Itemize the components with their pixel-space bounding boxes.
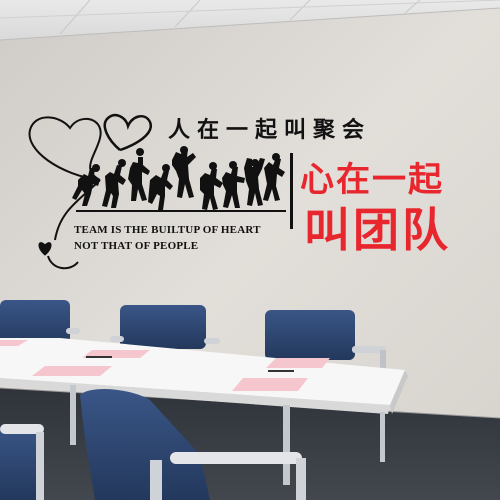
slogan-red-line1: 心在一起: [300, 160, 444, 200]
back-chair-middle: [110, 305, 220, 349]
slogan-en-line2: NOT THAT OF PEOPLE: [74, 240, 199, 252]
slogan-divider: [290, 153, 293, 229]
back-chair-right: [265, 310, 386, 380]
people-silhouettes: [72, 146, 286, 212]
table-papers: [0, 340, 330, 391]
front-chair-left: [0, 424, 44, 500]
front-chair-middle: [80, 388, 306, 500]
slogan-red-line2: 叫团队: [304, 203, 451, 257]
slogan-en-line1: TEAM IS THE BUILTUP OF HEART: [74, 224, 261, 236]
slogan-black: 人在一起叫聚会: [168, 117, 372, 143]
heart-decal: [28, 113, 152, 270]
back-chair-left: [0, 300, 80, 348]
ceiling: [0, 0, 500, 41]
